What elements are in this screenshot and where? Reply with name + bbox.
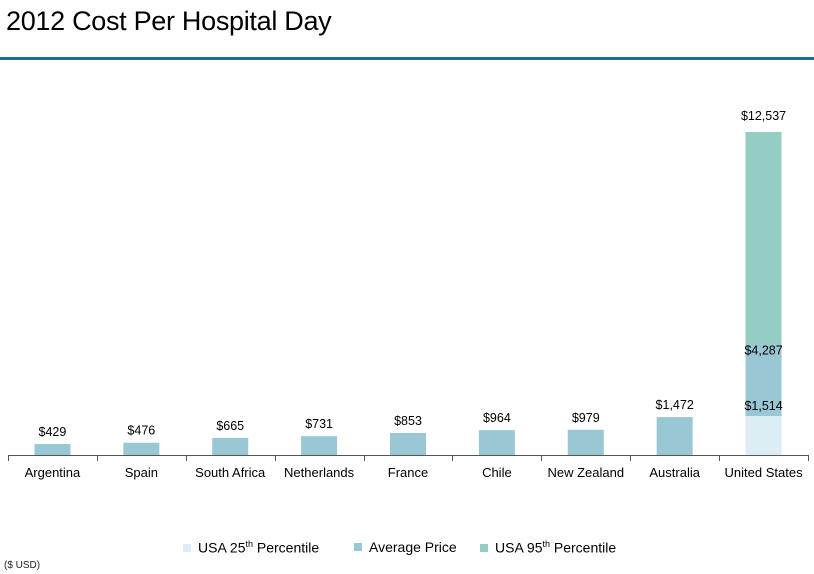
legend-label-p25: USA 25 — [198, 539, 246, 556]
legend-item-average: Average Price — [354, 539, 457, 555]
x-tick-label-france: France — [388, 465, 428, 480]
bar-spain — [123, 442, 160, 455]
bar-united-states-average — [745, 344, 782, 416]
data-label-united-states-p95: $12,537 — [741, 109, 786, 123]
legend-label-p95: USA 95 — [495, 539, 543, 556]
data-label-france: $853 — [394, 414, 422, 428]
legend-label-average: Average Price — [369, 539, 457, 555]
page-title: 2012 Cost Per Hospital Day — [6, 6, 332, 36]
x-tick-label-chile: Chile — [482, 465, 512, 480]
legend-item-p25: USA 25th Percentile — [183, 539, 319, 556]
legend: USA 25th Percentile Average Price USA 95… — [0, 539, 814, 561]
bar-south-africa — [212, 437, 249, 455]
data-label-australia: $1,472 — [656, 398, 694, 412]
bar-new-zealand — [567, 429, 604, 455]
x-tick-label-south-africa: South Africa — [195, 465, 266, 480]
legend-item-p95: USA 95th Percentile — [480, 539, 616, 556]
data-label-argentina: $429 — [39, 425, 67, 439]
legend-swatch-p25 — [183, 543, 191, 552]
data-label-united-states-average: $4,287 — [744, 344, 782, 358]
x-tick-label-argentina: Argentina — [25, 465, 81, 480]
x-tick-label-australia: Australia — [649, 465, 700, 480]
x-tick-label-netherlands: Netherlands — [284, 465, 355, 480]
title-rule — [0, 57, 814, 60]
data-label-united-states-p25: $1,514 — [744, 399, 782, 413]
x-tick-label-united-states: United States — [725, 465, 804, 480]
data-label-south-africa: $665 — [216, 419, 244, 433]
data-label-netherlands: $731 — [305, 417, 333, 431]
bar-united-states-p25 — [745, 415, 782, 455]
data-label-new-zealand: $979 — [572, 411, 600, 425]
bar-argentina — [34, 443, 71, 455]
bar-chart: $429 Argentina $476 Spain $665 South Africa $7… — [8, 109, 809, 480]
bar-chile — [478, 430, 515, 455]
data-label-spain: $476 — [127, 424, 155, 438]
legend-swatch-p95 — [480, 543, 488, 552]
currency-note: ($ USD) — [4, 560, 41, 571]
bar-netherlands — [301, 436, 338, 455]
legend-swatch-average — [354, 543, 362, 551]
data-label-chile: $964 — [483, 411, 511, 425]
x-tick-label-new-zealand: New Zealand — [547, 465, 624, 480]
bar-france — [390, 433, 426, 455]
bar-australia — [656, 417, 693, 455]
bar-united-states-p95 — [745, 132, 782, 345]
x-tick-label-spain: Spain — [125, 465, 158, 480]
